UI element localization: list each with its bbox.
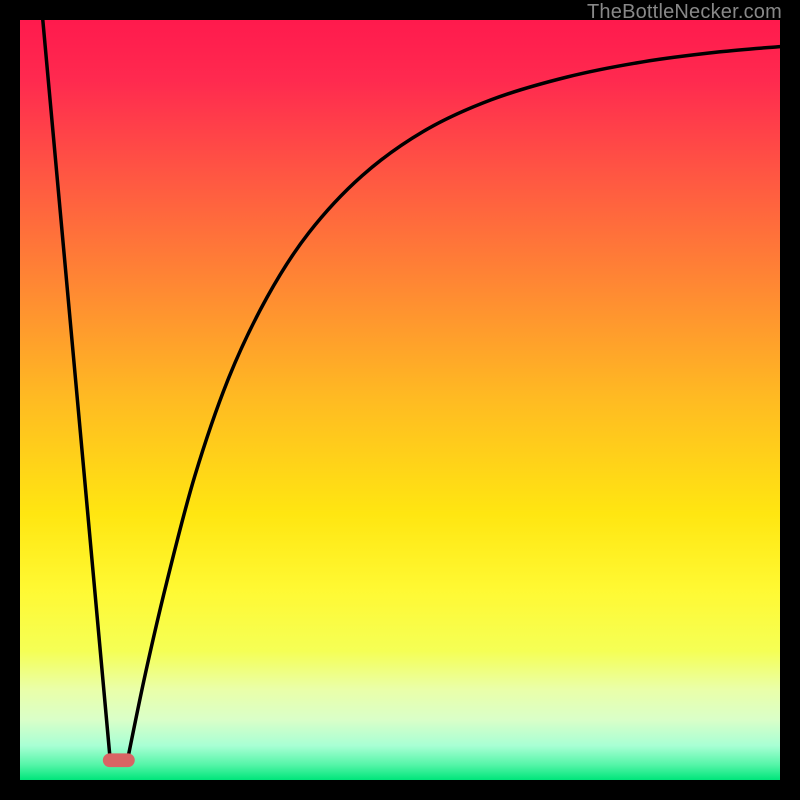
bottom-marker [103, 753, 135, 767]
chart-svg [0, 0, 800, 800]
chart-root: TheBottleNecker.com [0, 0, 800, 800]
watermark-label: TheBottleNecker.com [587, 1, 782, 24]
plot-background [20, 20, 780, 780]
